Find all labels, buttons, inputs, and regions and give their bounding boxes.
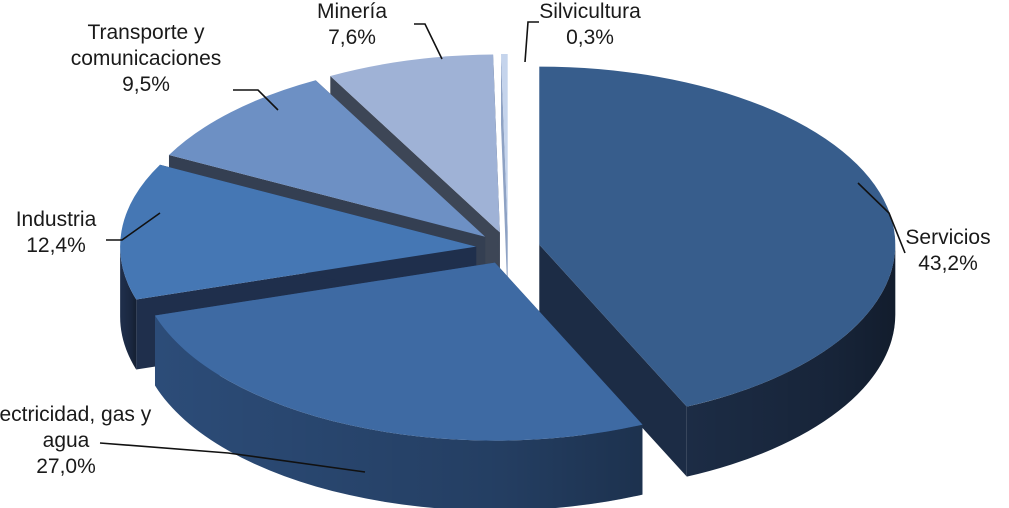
- pie-slice-top-3: [168, 80, 486, 237]
- slice-name-label-5: Silvicultura: [539, 0, 641, 23]
- slice-value-label-4: 7,6%: [328, 26, 376, 49]
- leader-line-3: [233, 89, 279, 111]
- slice-name-label-1: Electricidad, gas y: [0, 403, 152, 426]
- slice-name-label-0: Servicios: [905, 226, 990, 249]
- slice-name-label-4: Minería: [317, 0, 387, 23]
- slice-name-label-3: Transporte y: [87, 21, 205, 44]
- pie-slice-5: [500, 54, 508, 303]
- slice-value-label-2: 12,4%: [26, 234, 86, 257]
- slice-name-label-2: Industria: [16, 208, 97, 231]
- slice-value-label-3: 9,5%: [122, 73, 170, 96]
- pie-slice-top-5: [500, 54, 508, 233]
- leader-line-4: [414, 23, 443, 60]
- pie-slice-wall-0-1: [539, 244, 687, 477]
- slice-name-label-3: comunicaciones: [71, 47, 222, 70]
- leader-line-0: [857, 182, 906, 254]
- leader-line-2: [106, 212, 161, 241]
- slice-value-label-5: 0,3%: [566, 26, 614, 49]
- slice-name-label-1: agua: [43, 429, 90, 452]
- leader-line-5: [524, 21, 539, 63]
- slice-value-label-0: 43,2%: [918, 252, 978, 275]
- pie-slice-0: [539, 66, 896, 477]
- pie-slice-side-shade-2: [120, 246, 137, 370]
- leader-line-1: [99, 442, 366, 473]
- pie-slice-wall-5-0: [500, 54, 508, 303]
- pie-slice-top-2: [120, 164, 477, 300]
- pie-slice-top-0: [539, 66, 896, 407]
- pie-slice-top-4: [330, 54, 500, 233]
- slice-value-label-1: 27,0%: [36, 455, 96, 478]
- pie-slice-top-1: [154, 262, 643, 441]
- pie-slice-side-shade-0: [686, 244, 896, 477]
